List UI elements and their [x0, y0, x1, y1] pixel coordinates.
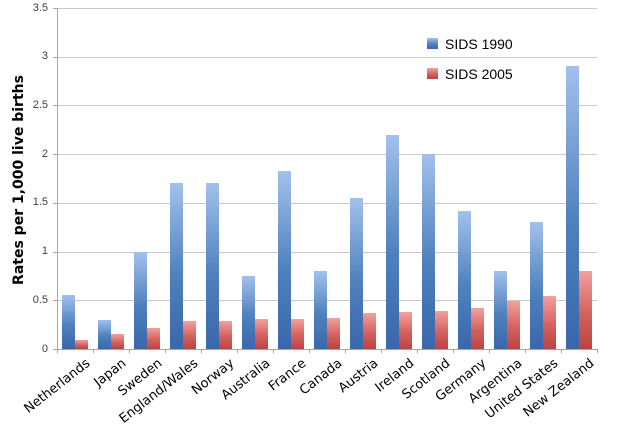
bar-sids-2005-ireland	[399, 311, 412, 349]
bar-sids-1990-england-wales	[170, 183, 183, 349]
x-axis-line	[56, 349, 597, 350]
y-tick	[53, 105, 57, 107]
y-tick	[53, 202, 57, 204]
legend-item-sids-1990: SIDS 1990	[427, 35, 513, 52]
y-tick-label: 0	[41, 342, 48, 355]
x-tick	[561, 349, 562, 353]
legend-label-sids-1990: SIDS 1990	[445, 35, 513, 52]
bar-sids-1990-germany	[458, 210, 471, 349]
bar-sids-1990-united-states	[530, 222, 543, 349]
gridline	[57, 300, 597, 302]
x-tick	[237, 349, 238, 353]
bar-sids-1990-scotland	[422, 154, 435, 349]
y-tick	[53, 56, 57, 58]
x-tick	[309, 349, 310, 353]
bar-sids-2005-norway	[219, 320, 232, 349]
y-tick-label: 0.5	[32, 293, 48, 306]
bar-sids-1990-argentina	[494, 271, 507, 349]
bar-sids-2005-austria	[363, 312, 376, 349]
gridline	[57, 56, 597, 58]
bar-sids-1990-new-zealand	[566, 66, 579, 349]
y-tick-label: 2	[41, 147, 48, 160]
bar-sids-2005-australia	[255, 318, 268, 349]
y-tick-label: 1.5	[32, 196, 48, 209]
gridline	[57, 154, 597, 156]
x-tick	[345, 349, 346, 353]
bar-sids-2005-germany	[471, 308, 484, 349]
y-axis-title: Rates per 1,000 live births	[11, 75, 27, 285]
y-tick	[53, 349, 57, 350]
x-tick	[489, 349, 490, 353]
x-tick	[165, 349, 166, 353]
x-tick	[525, 349, 526, 353]
x-tick	[273, 349, 274, 353]
legend-swatch-sids-1990-icon	[427, 38, 438, 49]
x-tick	[129, 349, 130, 353]
bar-sids-1990-ireland	[386, 134, 399, 349]
y-tick	[53, 154, 57, 156]
legend-label-sids-2005: SIDS 2005	[445, 65, 513, 82]
gridline	[57, 251, 597, 253]
legend-item-sids-2005: SIDS 2005	[427, 65, 513, 82]
gridline	[57, 8, 597, 9]
bar-sids-1990-austria	[350, 197, 363, 349]
y-axis-line	[57, 8, 58, 353]
gridline	[57, 105, 597, 107]
bar-sids-2005-sweden	[147, 327, 160, 349]
x-tick	[381, 349, 382, 353]
y-tick-label: 2.5	[32, 98, 48, 111]
y-tick-label: 3.5	[32, 1, 48, 14]
y-tick-label: 3	[41, 50, 48, 63]
bar-sids-2005-japan	[111, 334, 124, 349]
y-tick-label: 1	[41, 245, 48, 258]
x-tick	[453, 349, 454, 353]
bar-sids-2005-united-states	[543, 296, 556, 349]
legend-swatch-sids-2005-icon	[427, 68, 438, 79]
bar-sids-2005-netherlands	[75, 340, 88, 349]
y-tick	[53, 8, 57, 9]
bar-sids-1990-sweden	[134, 251, 147, 349]
bar-sids-1990-norway	[206, 183, 219, 349]
bar-sids-1990-japan	[98, 319, 111, 349]
bar-sids-2005-new-zealand	[579, 271, 592, 349]
x-tick	[597, 349, 598, 353]
gridline	[57, 202, 597, 204]
bar-sids-2005-france	[291, 318, 304, 349]
x-tick	[93, 349, 94, 353]
bar-sids-2005-england-wales	[183, 320, 196, 349]
x-tick	[417, 349, 418, 353]
bar-sids-2005-argentina	[507, 301, 520, 349]
bar-sids-1990-france	[278, 170, 291, 349]
legend: SIDS 1990 SIDS 2005	[427, 36, 513, 96]
bar-sids-2005-scotland	[435, 311, 448, 349]
bar-sids-2005-canada	[327, 317, 340, 349]
bar-sids-1990-netherlands	[62, 295, 75, 349]
x-tick	[201, 349, 202, 353]
y-tick	[53, 251, 57, 253]
bar-sids-1990-canada	[314, 271, 327, 349]
y-tick	[53, 300, 57, 302]
bar-sids-1990-australia	[242, 275, 255, 349]
